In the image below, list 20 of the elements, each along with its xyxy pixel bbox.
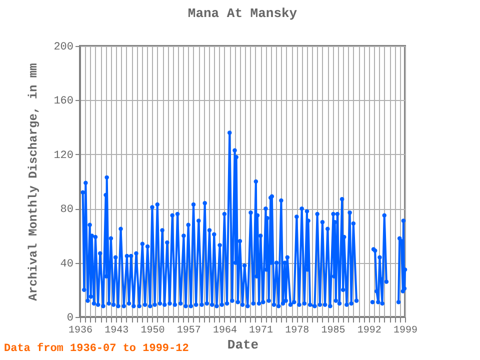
y-tick-label: 0: [66, 312, 74, 324]
x-tick-label: 1943: [104, 326, 129, 336]
text: Data from 1936-07 to 1999-12: [4, 343, 189, 355]
y-tick-label: 80: [60, 204, 74, 216]
y-axis-title: Archival Monthly Discharge, in mm: [26, 63, 41, 301]
x-tick-label: 1964: [212, 326, 237, 336]
x-axis-title: Date: [227, 338, 259, 352]
x-tick-label: 1978: [285, 326, 310, 336]
y-tick-label: 160: [54, 96, 74, 108]
x-tick-label: 1950: [140, 326, 165, 336]
x-tick-label: 1957: [176, 326, 201, 336]
y-tick-label: 200: [54, 42, 74, 54]
y-tick-label: 120: [54, 150, 74, 162]
y-tick-label: 40: [60, 258, 74, 270]
x-tick-label: 1985: [321, 326, 346, 336]
chart-title: Mana At Mansky: [188, 6, 298, 21]
x-tick-label: 1999: [393, 326, 418, 336]
x-tick-label: 1936: [68, 326, 93, 336]
x-tick-label: 1992: [357, 326, 382, 336]
x-tick-label: 1971: [249, 326, 274, 336]
